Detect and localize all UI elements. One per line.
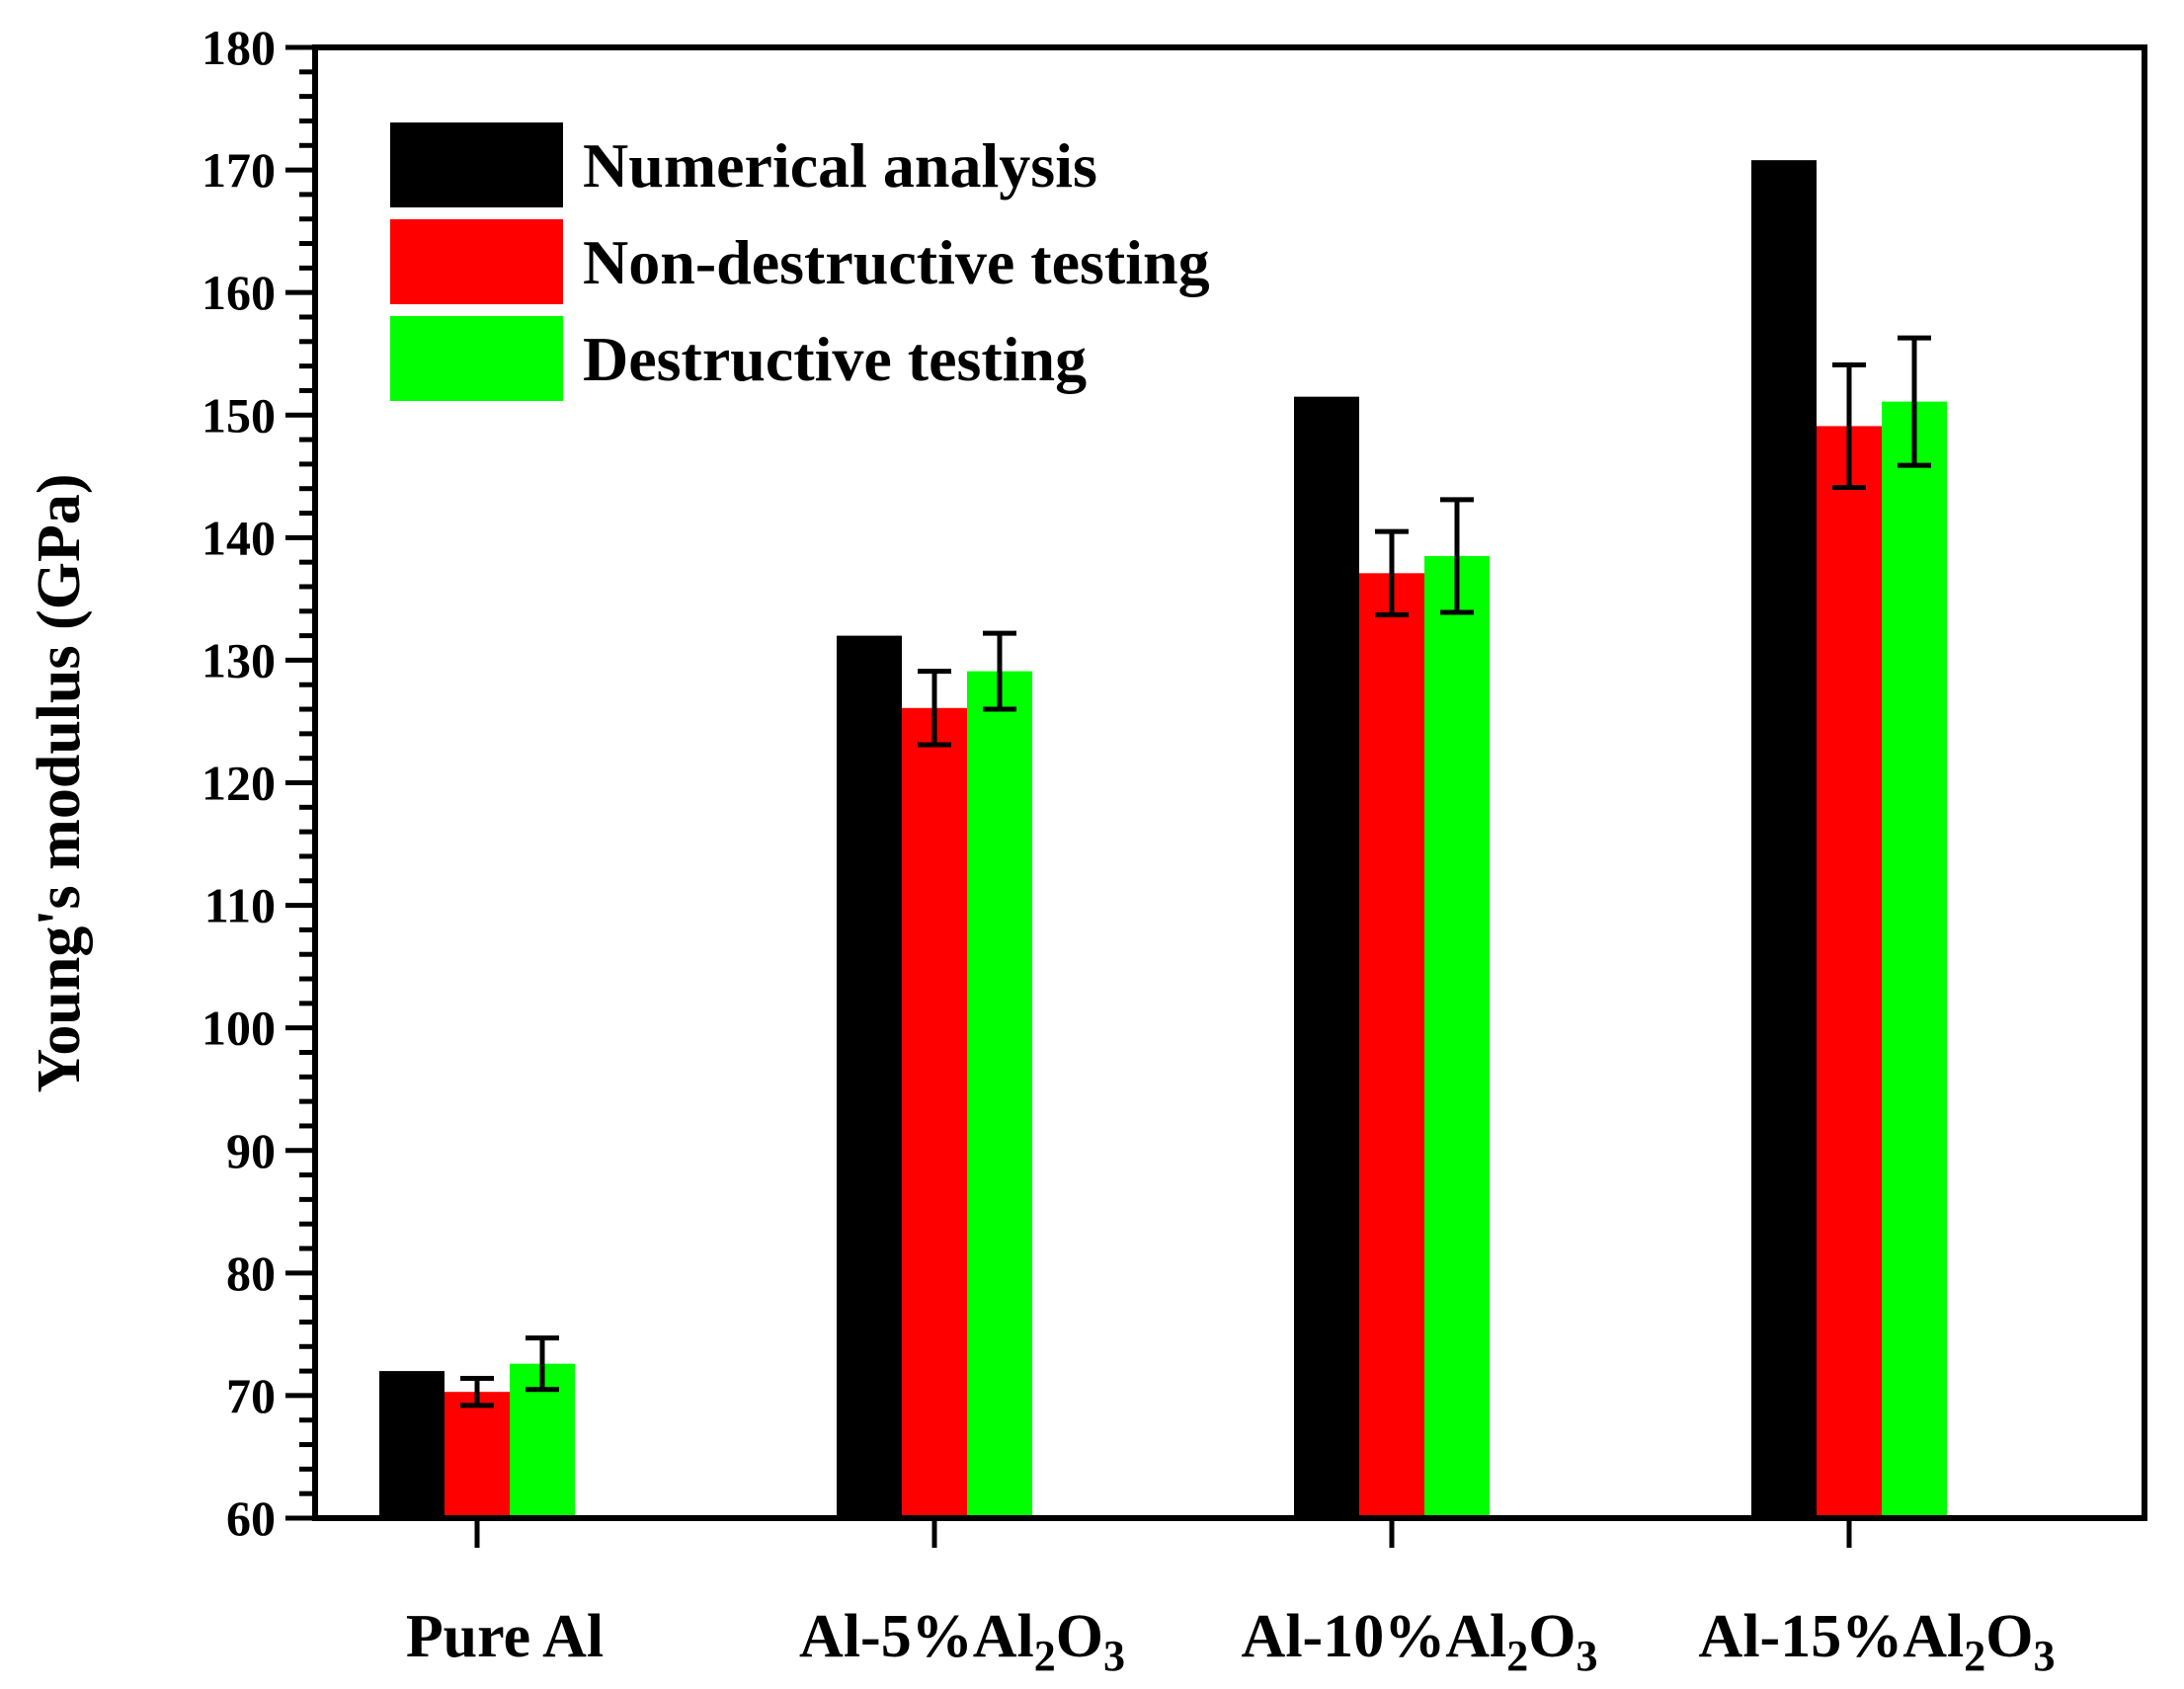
y-axis-title: Young's modulus (GPa): [26, 473, 93, 1092]
legend-label: Numerical analysis: [583, 130, 1097, 201]
bar: [1294, 396, 1359, 1519]
bar: [967, 671, 1032, 1518]
legend-label: Destructive testing: [583, 324, 1087, 394]
error-bars-layer: [460, 335, 1931, 1408]
bar: [1751, 160, 1817, 1519]
x-category-label: Al-10%Al2O3: [1242, 1603, 1598, 1680]
x-category-label: Pure Al: [406, 1603, 604, 1670]
y-tick-label: 150: [202, 387, 276, 442]
bar: [445, 1392, 510, 1518]
axis-ticks-layer: [285, 44, 1852, 1548]
y-tick-label: 60: [226, 1490, 276, 1546]
legend-swatch: [390, 122, 563, 207]
tick-labels-layer: 60 70 80 90 100 110 120 130 140 150 160 170 180 Pure …: [202, 20, 2055, 1680]
y-tick-label: 80: [226, 1246, 276, 1301]
legend: Numerical analysis Non-destructive testin…: [390, 122, 1210, 401]
bars-layer: [379, 160, 1947, 1519]
y-tick-label: 130: [202, 632, 276, 687]
x-category-label: Al-15%Al2O3: [1699, 1603, 2056, 1680]
x-category-label: Al-5%Al2O3: [799, 1603, 1125, 1680]
bar: [1882, 401, 1947, 1518]
y-tick-label: 70: [226, 1368, 276, 1423]
y-tick-label: 100: [202, 1001, 276, 1056]
y-tick-label: 90: [226, 1123, 276, 1178]
bar: [1424, 555, 1490, 1518]
bar: [1359, 573, 1424, 1518]
legend-label: Non-destructive testing: [583, 227, 1210, 297]
y-tick-label: 110: [204, 878, 276, 933]
y-tick-label: 180: [202, 20, 276, 75]
bar: [379, 1371, 445, 1518]
y-tick-label: 160: [202, 265, 276, 320]
y-tick-label: 120: [202, 756, 276, 811]
bar: [1817, 426, 1882, 1519]
bar: [837, 635, 902, 1518]
legend-swatch: [390, 316, 563, 401]
y-tick-label: 170: [202, 142, 276, 198]
bar: [902, 707, 967, 1518]
y-tick-label: 140: [202, 510, 276, 565]
legend-swatch: [390, 219, 563, 304]
